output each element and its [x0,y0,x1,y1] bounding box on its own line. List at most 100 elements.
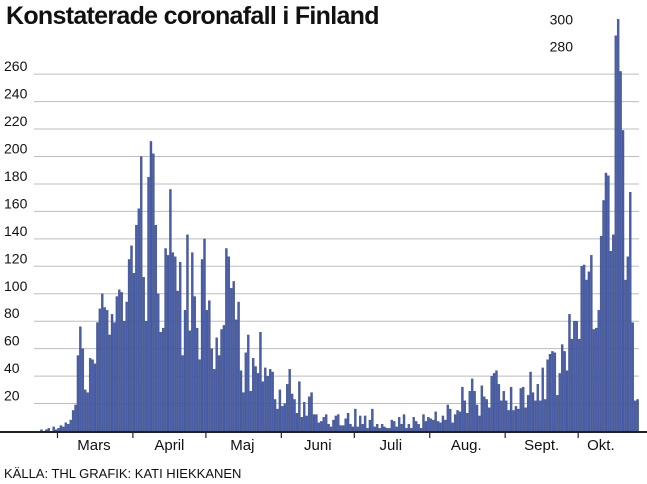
bar [453,414,457,432]
y-tick-label: 240 [4,86,28,102]
bar [616,19,620,432]
bar [81,348,85,432]
bar [507,410,510,432]
bar [98,308,102,432]
bar [397,417,401,432]
bar [412,417,415,432]
y-tick-label: 20 [4,388,20,404]
bar [512,410,515,432]
bar [480,385,484,432]
bar [519,388,523,432]
bar [300,417,304,432]
y-tick-label: 200 [4,141,28,157]
bar [79,326,82,432]
bar [509,386,513,432]
bar [573,321,576,432]
bar [361,423,364,432]
bar [59,425,63,432]
bar [239,370,243,432]
bar [127,259,131,432]
bar [349,423,352,432]
bar [310,392,313,432]
bar [609,251,613,432]
bar [470,378,474,432]
bar [140,156,143,432]
bar [436,421,440,432]
bar [419,428,423,432]
bar [47,428,50,432]
bar [242,392,245,432]
bar [247,334,250,432]
bar [45,429,48,432]
bar [378,428,381,432]
bar [587,271,591,432]
bar [62,426,65,432]
bar [288,369,291,432]
bar [115,296,119,432]
y-tick-label-top: 280 [550,39,574,55]
bar [217,355,221,432]
bar [303,402,306,432]
bar [159,332,162,432]
bar [181,355,184,432]
bar [266,375,269,432]
bar [592,329,596,432]
bar [205,310,209,432]
bar [278,389,282,432]
bar [305,415,308,432]
bar [595,327,598,432]
bar [222,325,226,432]
bar [551,351,554,432]
bar [449,408,452,432]
bar [405,428,408,432]
bar [130,245,133,432]
chart-title: Konstaterade coronafall i Finland [6,2,380,30]
bar [539,400,542,432]
bar [174,256,177,432]
bar [227,256,231,432]
bar [395,426,398,432]
bar [514,406,518,432]
bar [473,391,476,432]
bar [64,422,67,432]
bar [157,293,160,432]
bar [599,235,603,432]
bar [351,426,355,432]
bar [505,400,508,432]
bar [244,352,248,432]
bar [339,425,342,432]
bar [261,381,265,432]
bar [553,352,557,432]
x-tick-label: Mars [77,437,110,454]
bar [52,426,55,432]
bar [232,281,235,432]
bar [427,417,430,432]
bar [256,373,260,432]
bar [402,414,406,432]
bar [619,71,622,432]
bar [96,322,99,432]
bar [88,358,92,432]
bar [560,344,564,432]
bar [461,386,464,432]
bar [171,252,175,432]
x-tick-label: Aug. [451,437,482,454]
bar [534,400,537,432]
bar [320,421,323,432]
bar [164,248,167,432]
bar [597,310,600,432]
x-axis [0,431,647,438]
bar [495,370,498,432]
bar [118,289,121,432]
bar [71,410,75,432]
bar [626,256,630,432]
bar [213,369,216,432]
bar [441,415,445,432]
bar [354,408,357,432]
bar [543,399,547,432]
bar [388,428,391,432]
bar [502,391,505,432]
bar [434,411,437,432]
bar [84,389,87,432]
bar [281,406,284,432]
